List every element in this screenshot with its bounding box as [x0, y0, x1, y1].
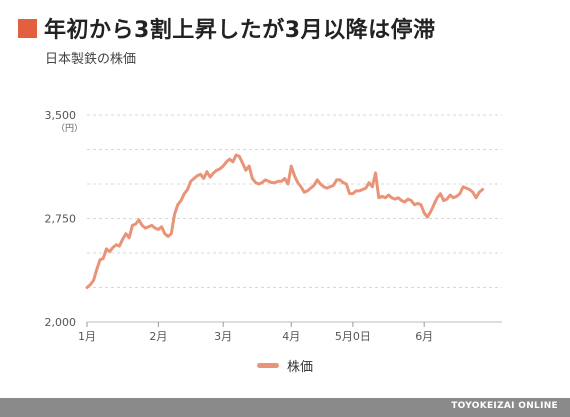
- chart-subtitle: 日本製鉄の株価: [45, 52, 137, 67]
- legend-swatch: [256, 363, 279, 368]
- series-group: [85, 153, 485, 289]
- y-tick-label: 2,750: [45, 213, 77, 226]
- x-tick-label: 3月: [214, 330, 232, 343]
- y-unit-label: （円）: [56, 123, 83, 134]
- x-axis: 1月 2月 3月 4月 5月0日 6月: [78, 321, 502, 343]
- y-axis: 2,000 2,750 3,500（円）: [45, 109, 84, 329]
- title-marker: [18, 18, 37, 38]
- footer-bar: TOYOKEIZAI ONLINE: [0, 398, 570, 417]
- footer-credit: TOYOKEIZAI ONLINE: [451, 401, 558, 411]
- y-tick-label: 3,500: [45, 109, 77, 122]
- x-tick-label: 6月: [415, 330, 433, 343]
- legend: 株価: [0, 356, 570, 375]
- x-tick-label: 5月0日: [335, 330, 371, 343]
- x-tick-label: 4月: [282, 330, 300, 343]
- y-tick-label: 2,000: [45, 316, 77, 329]
- x-tick-label: 1月: [78, 330, 96, 343]
- x-tick-label: 2月: [149, 330, 167, 343]
- title-row: 年初から3割上昇したが3月以降は停滞: [18, 10, 436, 46]
- chart-title: 年初から3割上昇したが3月以降は停滞: [44, 18, 436, 43]
- series-line: [85, 153, 485, 289]
- line-chart: 2,000 2,750 3,500（円） 1月 2月 3月 4月 5月0日 6月: [45, 109, 502, 343]
- legend-label: 株価: [286, 360, 313, 375]
- grid-lines: [87, 114, 502, 288]
